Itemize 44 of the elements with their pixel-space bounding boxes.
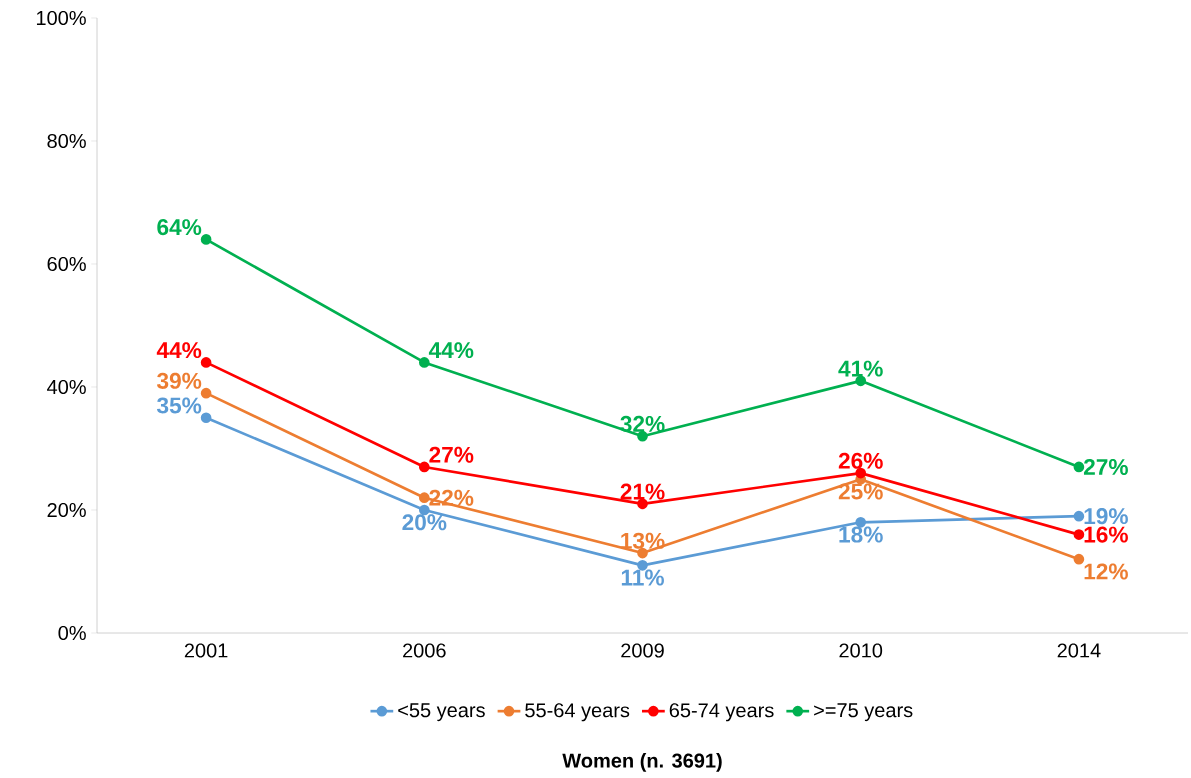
point <box>418 357 430 368</box>
legend-label: >=75 years <box>814 703 913 722</box>
y-tick-label: 0% <box>58 625 86 641</box>
point <box>200 412 212 424</box>
data-label: 20% <box>402 514 447 531</box>
data-label: 26% <box>838 452 883 469</box>
text: Women (n. 3691) <box>562 753 722 772</box>
data-label: 44% <box>156 342 202 359</box>
data-label: 27% <box>429 446 474 463</box>
y-tick-label: 100% <box>36 10 86 26</box>
point <box>1073 461 1085 473</box>
point <box>418 461 430 473</box>
data-label: 39% <box>156 372 202 389</box>
data-label: 35% <box>156 397 202 414</box>
legend-label: 65-74 years <box>669 703 774 722</box>
data-label: 25% <box>838 483 883 500</box>
point <box>1073 529 1085 540</box>
data-label: 11% <box>621 569 664 586</box>
data-label: 12% <box>1084 563 1128 580</box>
data-label: 27% <box>1083 458 1128 475</box>
legend-label: <55 years <box>398 703 485 722</box>
data-label: 41% <box>838 360 883 377</box>
data-label: 18% <box>839 526 883 543</box>
legend-label: 55-64 years <box>525 703 630 722</box>
data-label: 21% <box>620 483 665 500</box>
point <box>418 492 430 504</box>
data-label: 44% <box>428 342 474 359</box>
x-tick-label: 2009 <box>621 643 664 658</box>
data-label: 19% <box>1084 508 1128 525</box>
data-label: 64% <box>157 219 202 236</box>
y-tick-label: 20% <box>47 502 86 518</box>
y-tick-label: 80% <box>47 133 86 149</box>
x-tick-label: 2010 <box>839 643 883 658</box>
y-tick-label: 60% <box>47 256 86 272</box>
x-tick-label: 2014 <box>1057 643 1101 658</box>
point <box>1073 510 1085 522</box>
point <box>200 234 212 245</box>
y-tick-label: 40% <box>47 379 86 395</box>
point <box>1073 553 1085 565</box>
point <box>200 387 212 399</box>
x-tick-label: 2006 <box>403 643 446 658</box>
x-tick-label: 2001 <box>184 643 228 658</box>
data-label: 16% <box>1084 526 1128 543</box>
point <box>200 357 212 368</box>
